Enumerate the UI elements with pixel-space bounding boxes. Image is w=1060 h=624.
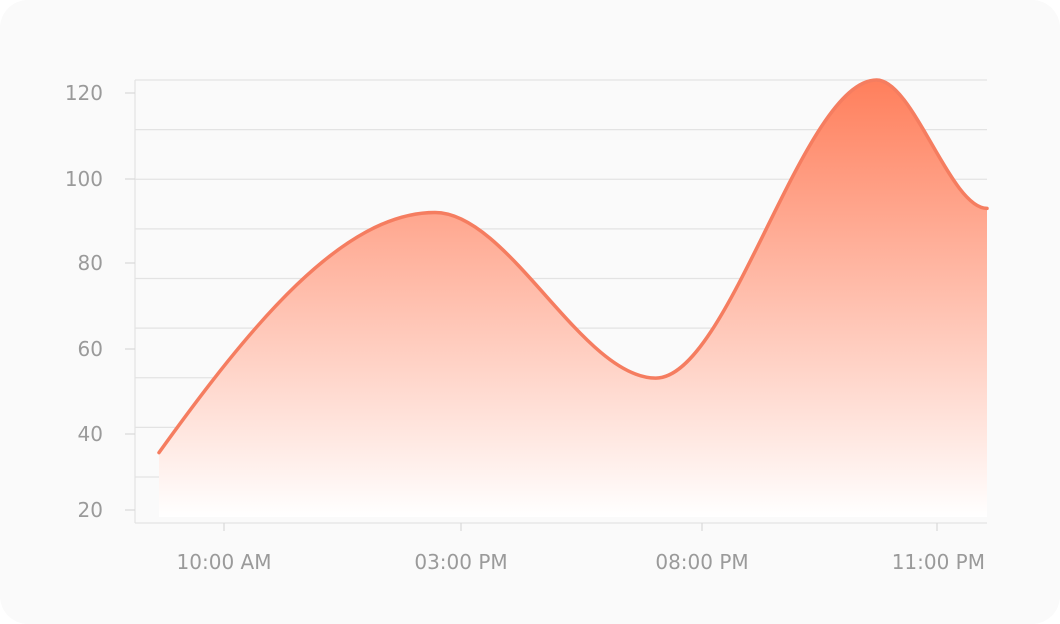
y-tick-label: 100 [65,167,103,191]
y-axis-ticks: 20 40 60 80 100 120 [65,81,135,522]
y-tick-label: 40 [78,422,103,446]
x-tick-label: 10:00 AM [177,550,272,574]
series-line [157,78,989,455]
x-tick-label: 03:00 PM [414,550,507,574]
y-tick-label: 80 [78,251,103,275]
axes [134,80,987,524]
y-tick-label: 60 [78,337,103,361]
area-layer [157,78,989,517]
x-tick-label: 11:00 PM [892,550,985,574]
x-tick-label: 08:00 PM [655,550,748,574]
area-fill [159,80,987,517]
y-tick-label: 20 [78,498,103,522]
x-axis-ticks: 10:00 AM 03:00 PM 08:00 PM 11:00 PM [177,523,985,574]
y-tick-label: 120 [65,81,103,105]
